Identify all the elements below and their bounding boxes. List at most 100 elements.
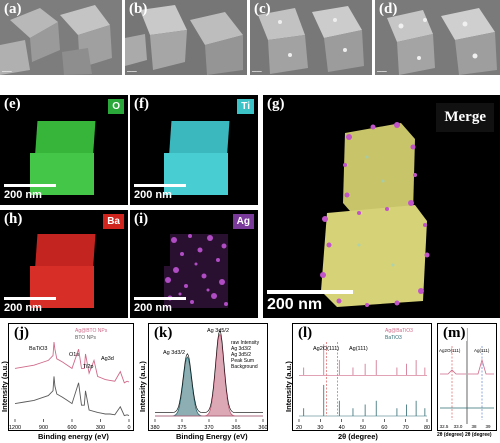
scale-bar-i: 200 nm <box>134 297 186 314</box>
axis-l-tick-label: 30 <box>317 425 323 430</box>
panel-label-k: (k) <box>153 325 174 341</box>
sem-caption-b: ━━━━ <box>127 69 137 74</box>
annotation-k-3d32: Ag 3d3/2 <box>163 350 186 356</box>
sem-image-c: (c) ━━━━ <box>250 0 372 75</box>
annotation-k-3d52: Ag 3d5/2 <box>207 328 230 334</box>
chart-l-plot: 20 30 40 50 60 70 80 <box>296 342 430 430</box>
axis-j-tick-label: 600 <box>67 425 76 430</box>
ylabel-l: Intensity (a.u.) <box>284 361 293 412</box>
axis-k-tick-label: 380 <box>150 425 159 430</box>
chart-k-plot: 380 375 370 365 360 <box>150 329 267 430</box>
legend-l-2: BaTiO3 <box>385 335 402 341</box>
sem-texture-c <box>250 0 372 75</box>
axis-k-tick-label: 360 <box>258 425 267 430</box>
annotation-m-ag2o: Ag2O(111) <box>439 348 461 353</box>
legend-l-1: Ag@BaTiO3 <box>385 328 413 334</box>
axis-l-tick-label: 60 <box>381 425 387 430</box>
eds-map-silver: (i) Ag 200 nm <box>130 210 258 318</box>
axis-l-tick-label: 80 <box>424 425 430 430</box>
legend-k-4: Peak Sum <box>231 358 255 364</box>
panel-label-c: (c) <box>254 1 271 17</box>
axis-k-tick-label: 365 <box>231 425 240 430</box>
legend-j-2: BTO NPs <box>75 335 97 341</box>
annotation-l-ag2o: Ag2O(111) <box>313 346 340 352</box>
element-badge-ti: Ti <box>237 99 254 114</box>
axis-k-tick-label: 370 <box>204 425 213 430</box>
panel-label-h: (h) <box>4 211 23 227</box>
element-badge-ba: Ba <box>103 214 124 229</box>
panel-label-l: (l) <box>297 325 314 341</box>
sem-image-d: (d) ━━━━ <box>375 0 500 75</box>
sem-caption-c: ━━━━ <box>252 69 262 74</box>
chart-m-plot: 32.5 33.0 38 39 <box>440 328 494 429</box>
axis-l-tick-label: 20 <box>296 425 302 430</box>
merge-particles <box>320 122 430 307</box>
legend-k-1: raw Intensity <box>231 340 260 346</box>
eds-map-titanium: (f) Ti 200 nm <box>130 95 258 205</box>
chart-m-xrd-zoom: 32.5 33.0 38 39 (m) Ag2O(111) Ag(111) <box>437 323 497 431</box>
peak-sum-k <box>155 329 263 413</box>
axis-j-tick-label: 1200 <box>9 425 21 430</box>
axis-m-tick-label: 39 <box>485 424 491 429</box>
element-badge-o: O <box>108 99 124 114</box>
silver-dots <box>164 234 228 308</box>
legend-k-3: Ag 3d5/2 <box>231 352 252 358</box>
sem-image-b: (b) ━━━━ <box>125 0 247 75</box>
axis-l-tick-label: 40 <box>339 425 345 430</box>
merge-label: Merge <box>436 103 494 132</box>
legend-k-2: Ag 3d3/2 <box>231 346 252 352</box>
chart-j-plot: 1200 900 600 300 0 <box>9 341 131 430</box>
annotation-j-batio3: BaTiO3 <box>29 346 48 352</box>
particle-lower <box>30 266 94 308</box>
axis-j-tick-label: 300 <box>96 425 105 430</box>
panel-label-d: (d) <box>379 1 398 17</box>
panel-label-j: (j) <box>13 325 30 341</box>
panel-label-i: (i) <box>134 211 149 227</box>
xlabel-j: Binding energy (eV) <box>38 432 109 441</box>
annotation-j-o1s: O1s <box>69 352 80 358</box>
scale-bar-h: 200 nm <box>4 297 56 314</box>
sem-image-a: (a) ━━━━ <box>0 0 122 75</box>
sem-texture-d <box>375 0 500 75</box>
legend-k-5: Background <box>231 364 258 370</box>
scale-bar-f: 200 nm <box>134 184 186 201</box>
eds-map-oxygen: (e) O 200 nm <box>0 95 128 205</box>
series-line-j-1 <box>14 376 130 417</box>
series-line-j-0 <box>14 341 130 384</box>
panel-label-f: (f) <box>134 96 149 112</box>
chart-k-xps-ag3d: 380 375 370 365 360 (k) Ag 3d3/2 Ag 3d5/2 ra… <box>148 323 268 431</box>
scale-bar-e: 200 nm <box>4 184 56 201</box>
panel-label-m: (m) <box>442 325 467 341</box>
particle-lower <box>30 153 94 195</box>
zoom-series-m-2 <box>468 358 494 375</box>
annotation-m-ag: Ag(111) <box>474 348 490 353</box>
ylabel-k: Intensity (a.u.) <box>138 361 147 412</box>
panel-label-g: (g) <box>267 96 285 112</box>
annotation-l-ag: Ag(111) <box>349 346 368 352</box>
axis-l-tick-label: 70 <box>403 425 409 430</box>
sem-caption-d: ━━━━ <box>377 69 387 74</box>
xlabel-m: 2θ (degree) 2θ (degree) <box>437 432 492 438</box>
scale-bar-g: 200 nm <box>267 290 353 314</box>
element-badge-ag: Ag <box>232 214 254 229</box>
panel-label-a: (a) <box>4 1 22 17</box>
ylabel-j: Intensity (a.u.) <box>0 361 9 412</box>
annotation-j-ag3d: Ag3d <box>101 356 114 362</box>
axis-m-tick-label: 33.0 <box>454 424 463 429</box>
axis-m-tick-label: 32.5 <box>440 424 449 429</box>
chart-l-xrd: 20 30 40 50 60 70 80 (l) Ag@BaTiO3 BaTiO3 Ag2O… <box>292 323 432 431</box>
axis-k-tick-label: 375 <box>177 425 186 430</box>
axis-j-tick-label: 900 <box>39 425 48 430</box>
sem-caption-a: ━━━━ <box>2 69 12 74</box>
panel-label-b: (b) <box>129 1 148 17</box>
particle-lower <box>164 153 228 195</box>
xlabel-k: Binding Energy (eV) <box>176 432 248 441</box>
sem-texture-b <box>125 0 247 75</box>
axis-m-tick-label: 38 <box>471 424 477 429</box>
axis-l-tick-label: 50 <box>360 425 366 430</box>
annotation-j-ti2p: Ti2p <box>83 364 94 370</box>
eds-map-barium: (h) Ba 200 nm <box>0 210 128 318</box>
chart-j-xps-survey: 1200 900 600 300 0 (j) Ag@BTO NPs BTO NPs Ba… <box>8 323 134 431</box>
peak-k-1 <box>155 332 263 417</box>
legend-j-1: Ag@BTO NPs <box>75 328 108 334</box>
